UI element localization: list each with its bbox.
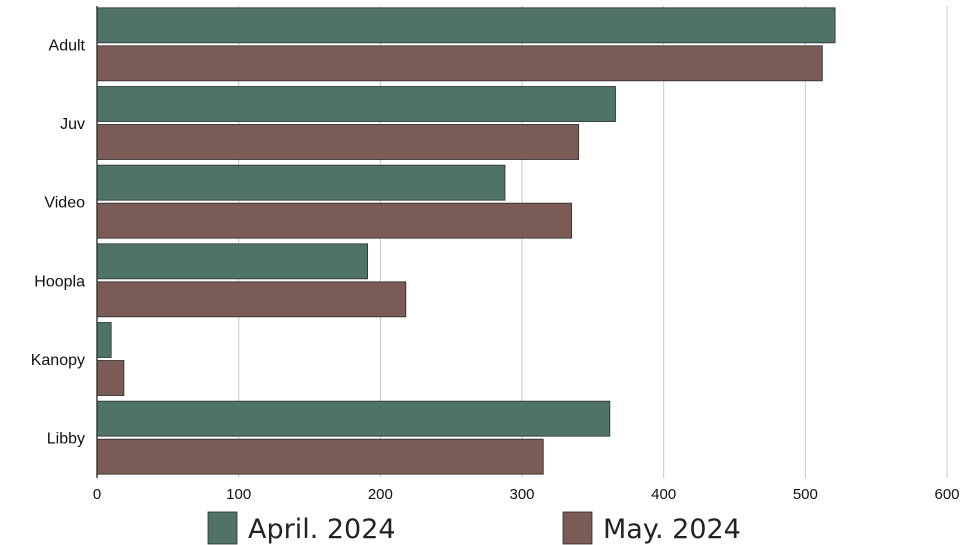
bar-adult-series-1 [96,7,836,44]
bar-kanopy-series-2 [96,360,125,396]
bar-layer [96,7,836,475]
bar-video-series-2 [96,202,572,239]
legend-swatch-series-1 [207,511,238,545]
bar-video-series-1 [96,164,506,201]
bar-hoopla-series-1 [96,243,368,280]
legend-label-series-2: May. 2024 [603,514,741,545]
bar-adult-series-2 [96,45,823,82]
category-label-hoopla: Hoopla [34,273,85,290]
x-tick-labels: 0 100 200 300 400 500 600 [93,486,960,503]
bar-juv-series-1 [96,86,616,122]
legend: April. 2024 May. 2024 [207,511,741,545]
x-tick-label: 0 [93,486,101,503]
category-label-libby: Libby [47,431,85,448]
legend-swatch-series-2 [562,511,593,545]
x-tick-label: 600 [934,486,959,503]
bar-libby-series-1 [96,400,611,437]
x-tick-label: 200 [368,486,393,503]
x-tick-label: 100 [226,486,251,503]
category-label-video: Video [44,195,85,212]
x-tick-label: 300 [509,486,534,503]
category-label-adult: Adult [49,37,86,54]
grid-layer [238,6,948,478]
bar-kanopy-series-1 [96,322,112,358]
bar-juv-series-2 [96,124,580,160]
x-tick-label: 500 [793,486,818,503]
bar-hoopla-series-2 [96,281,407,318]
category-labels: Adult Juv Video Hoopla Kanopy Libby [31,37,86,447]
category-label-juv: Juv [60,116,85,133]
bar-libby-series-2 [96,438,544,475]
legend-label-series-1: April. 2024 [248,514,396,545]
category-label-kanopy: Kanopy [31,352,85,369]
x-tick-label: 400 [651,486,676,503]
